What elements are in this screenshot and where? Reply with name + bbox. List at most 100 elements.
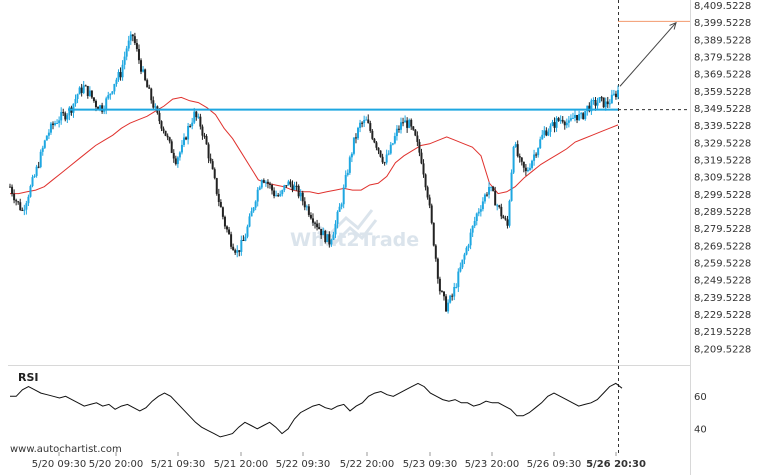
candle-body [205,136,208,145]
price-tick-label: 8,249.5228 [694,276,751,287]
candle-body [66,115,69,120]
candle-body [352,137,355,154]
rsi-layer [10,382,623,438]
candle-body [309,214,312,219]
price-tick-label: 8,409.5228 [694,1,751,12]
levels-layer [68,20,690,111]
candle-body [614,93,617,98]
candle-body [397,128,400,130]
candle-body [236,250,239,253]
candle-body [305,206,308,208]
candle-body [344,174,347,188]
candle-body [107,95,110,99]
candle-body [105,98,108,110]
candle-body [408,119,411,128]
candle-body [428,197,431,206]
candle-body [9,186,11,188]
candle-body [514,144,517,147]
candle-body [584,111,587,119]
candle-body [187,126,190,140]
candle-body [185,137,188,140]
candle-body [19,202,22,211]
candle-body [213,169,216,179]
candle-body [268,183,271,185]
candle-body [311,218,314,223]
candle-body [146,80,149,88]
candle-body [531,160,534,168]
candle-body [125,48,128,57]
candle-body [561,119,564,122]
candle-body [385,154,388,163]
candle-body [551,122,554,126]
candle-body [426,187,429,198]
candle-body [563,121,566,126]
candle-body [82,85,85,93]
candle-body [326,234,329,243]
site-url: www.autochartist.com [10,444,122,455]
candle-body [170,141,173,153]
candle-body [68,107,71,116]
candle-body [451,295,454,297]
candle-body [250,211,253,217]
candle-body [357,127,360,139]
candle-body [201,126,204,136]
candle-body [604,101,607,108]
candle-body [541,134,544,140]
rsi-panel-title: RSI [18,371,39,384]
candle-body [412,126,415,130]
candle-body [176,157,179,165]
candle-body [565,122,568,126]
candle-body [29,186,32,197]
price-axis: 8,409.5228 8,399.5228 8,389.5228 8,379.5228… [694,1,751,355]
candle-body [430,205,433,223]
candle-body [571,117,574,119]
candle-body [612,93,615,95]
candle-body [144,69,147,81]
watermark-text: What2Trade [290,229,419,251]
candle-body [256,189,259,202]
candle-body [154,106,157,108]
candle-body [490,186,493,188]
candle-body [463,254,466,260]
candle-body [97,107,100,110]
candle-body [148,87,151,89]
candle-body [242,239,245,241]
candle-body [606,101,609,105]
candle-body [76,94,79,99]
candle-body [393,136,396,144]
candle-body [391,143,394,145]
candle-body [387,153,390,155]
candle-body [27,196,30,204]
moving-average-line [10,96,619,195]
candle-body [62,112,65,114]
candle-body [590,100,593,112]
candle-body [348,157,351,173]
rsi-axis: 60 40 [694,392,707,435]
candle-body [580,113,583,115]
candle-body [535,154,538,156]
candle-body [150,88,153,101]
time-tick-label: 5/22 09:30 [276,459,330,470]
candle-body [230,234,233,247]
candle-body [340,204,343,207]
candle-body [252,207,255,212]
candle-body [406,120,409,128]
candles-layer [9,31,619,314]
candle-body [21,210,24,212]
candle-body [217,193,220,203]
forecast-arrow [619,22,677,87]
candle-body [240,239,243,252]
candle-body [117,72,120,80]
candle-body [526,169,529,172]
candle-body [277,195,280,197]
candle-body [137,49,140,61]
candle-body [594,100,597,106]
candle-body [266,181,269,184]
candle-body [422,163,425,175]
candle-body [160,121,163,129]
candle-body [47,132,50,136]
candle-body [281,190,284,195]
time-tick-label: 5/26 09:30 [527,459,581,470]
candle-body [297,185,300,197]
candle-body [424,174,427,188]
